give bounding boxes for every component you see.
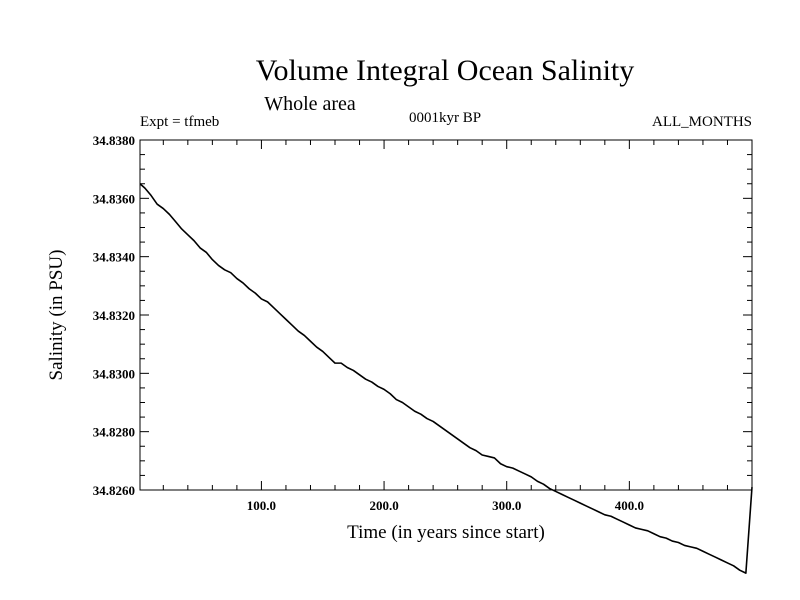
x-axis-label: Time (in years since start) [347, 522, 545, 543]
x-axis: 100.0 200.0 300.0 400.0 [162, 140, 728, 513]
x-tick-label: 100.0 [247, 498, 276, 513]
y-axis: 34.8260 34.8280 34.8300 34.8320 34.8340 34.83… [93, 133, 752, 498]
months-label: ALL_MONTHS [652, 114, 752, 130]
y-tick-label: 34.8280 [93, 425, 135, 440]
x-tick-label: 400.0 [615, 498, 644, 513]
y-tick-label: 34.8300 [93, 366, 135, 381]
salinity-series-line [139, 183, 753, 574]
x-tick-label: 200.0 [369, 498, 398, 513]
chart-title: Volume Integral Ocean Salinity [256, 54, 635, 87]
chart-subtitle: Whole area [264, 93, 356, 115]
y-tick-label: 34.8380 [93, 133, 135, 148]
series-layer [139, 183, 753, 574]
y-axis-label: Salinity (in PSU) [46, 250, 67, 381]
y-tick-label: 34.8360 [93, 191, 135, 206]
experiment-label: Expt = tfmeb [140, 114, 219, 130]
y-tick-label: 34.8340 [93, 250, 135, 265]
time-period-label: 0001kyr BP [409, 110, 481, 126]
plot-frame [139, 139, 753, 491]
x-tick-label: 300.0 [492, 498, 521, 513]
y-tick-label: 34.8320 [93, 308, 135, 323]
y-tick-label: 34.8260 [93, 483, 135, 498]
